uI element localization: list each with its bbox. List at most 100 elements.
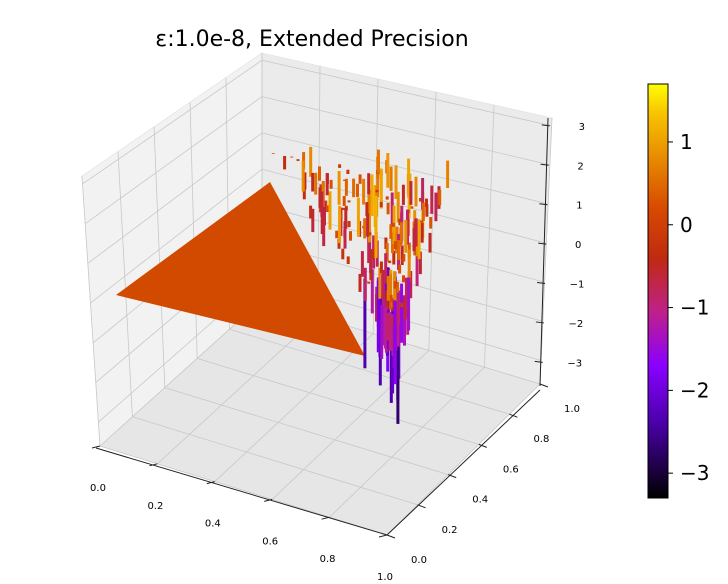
surface-spike	[368, 232, 372, 236]
surface-spike	[389, 166, 393, 191]
surface-spike	[438, 189, 442, 206]
x-tick-label: 0.6	[262, 536, 278, 547]
grid-line-y	[229, 328, 510, 415]
surface-spike	[365, 202, 369, 217]
surface-spike	[403, 295, 407, 320]
surface-spike	[414, 176, 418, 207]
surface-spike	[386, 153, 390, 188]
surface-spike	[388, 260, 392, 264]
z-tick-label: 3	[579, 122, 585, 133]
colorbar-tick-label: 0	[680, 213, 693, 237]
surface-spike	[358, 174, 362, 184]
surface-spike	[347, 221, 351, 228]
y-tick-label: 1.0	[564, 404, 580, 415]
surface-spike	[383, 306, 387, 349]
surface-spike	[366, 212, 370, 237]
y-axis-line	[386, 389, 541, 536]
surface-spike	[434, 192, 438, 222]
surface-spike	[394, 165, 398, 199]
y-tick-mark	[386, 534, 396, 539]
surface-spike	[420, 222, 424, 243]
surface-spike	[349, 231, 352, 241]
surface-spike	[343, 221, 347, 249]
surface-spike	[309, 146, 313, 177]
surface-spike	[386, 202, 390, 215]
surface-spike	[385, 196, 389, 200]
grid-line-x	[329, 366, 485, 518]
surface-spike	[344, 178, 348, 196]
colorbar-gradient	[647, 83, 669, 499]
surface-spike	[271, 153, 275, 154]
surface-spike	[341, 207, 345, 211]
surface-spike	[367, 233, 371, 264]
surface-spike	[314, 172, 318, 195]
surface-spike	[407, 158, 411, 198]
grid-line-z-back	[261, 59, 552, 127]
surface-spike	[409, 181, 413, 205]
surface-spike	[388, 297, 392, 310]
z-tick-label: −3	[567, 358, 582, 369]
x-ticks: 0.0 0.2 0.4 0.6 0.8 1.0	[90, 445, 393, 583]
surface-spike	[407, 249, 411, 279]
surface-spike	[389, 273, 392, 299]
surface-spike	[347, 200, 351, 203]
surface-spike	[384, 253, 388, 284]
surface-spike	[409, 271, 413, 299]
surface-spike	[389, 294, 393, 303]
chart-title: ε:1.0e-8, Extended Precision	[155, 27, 468, 52]
surface-plot	[116, 146, 450, 424]
y-tick-mark	[448, 474, 457, 479]
grid-line-y	[164, 387, 449, 475]
surface-spike	[363, 278, 367, 369]
surface-spike	[338, 205, 342, 244]
surface-spike	[386, 276, 390, 301]
surface-spike	[388, 311, 392, 351]
surface-spike	[302, 186, 306, 200]
surface-spike	[376, 280, 380, 353]
surface-spike	[341, 248, 345, 260]
surface-spike	[322, 221, 326, 247]
surface-spike	[369, 269, 373, 281]
surface-spike	[390, 192, 394, 226]
grid-line-x	[386, 383, 541, 536]
x-tick-label: 0.0	[90, 483, 106, 494]
surface-spike	[398, 218, 402, 226]
surface-spike	[363, 218, 367, 239]
surface-spike	[396, 321, 400, 424]
surface-spike	[328, 191, 332, 230]
surface-spike	[356, 183, 359, 197]
y-tick-label: 0.2	[442, 525, 458, 536]
y-tick-mark	[539, 383, 549, 388]
grid-line-z-left	[87, 132, 263, 264]
surface-spike	[337, 171, 341, 205]
z-tick-mark	[541, 124, 550, 127]
surface-spike	[400, 222, 404, 243]
surface-spike	[390, 316, 394, 327]
surface-spike	[429, 217, 433, 229]
surface-spike	[360, 251, 364, 277]
grid-line-back-v	[539, 117, 553, 385]
surface-spike	[385, 290, 389, 311]
surface-spike	[343, 179, 347, 181]
surface-spike	[404, 277, 408, 309]
grid-line-left-v	[153, 126, 166, 388]
surface-spike	[391, 319, 395, 349]
surface-spike	[395, 301, 399, 336]
z-tick-label: 1	[576, 201, 582, 212]
surface-spike	[367, 189, 371, 217]
grid-line-x	[157, 316, 318, 465]
grid-line-y	[197, 358, 479, 445]
surface-spike	[401, 184, 405, 205]
surface-spike	[404, 219, 408, 253]
colorbar-tick-label: 1	[680, 130, 693, 154]
surface-spike	[344, 208, 348, 229]
z-tick-label: 2	[577, 161, 583, 172]
surface-spike	[311, 208, 315, 233]
surface-spike	[428, 232, 432, 253]
colorbar-tick-label: −3	[680, 461, 709, 485]
grid-line-x	[271, 350, 430, 500]
surface-spike	[386, 313, 390, 341]
grid-line-z-left	[84, 96, 263, 224]
surface-spike	[400, 302, 404, 308]
z-tick-mark	[539, 203, 548, 206]
